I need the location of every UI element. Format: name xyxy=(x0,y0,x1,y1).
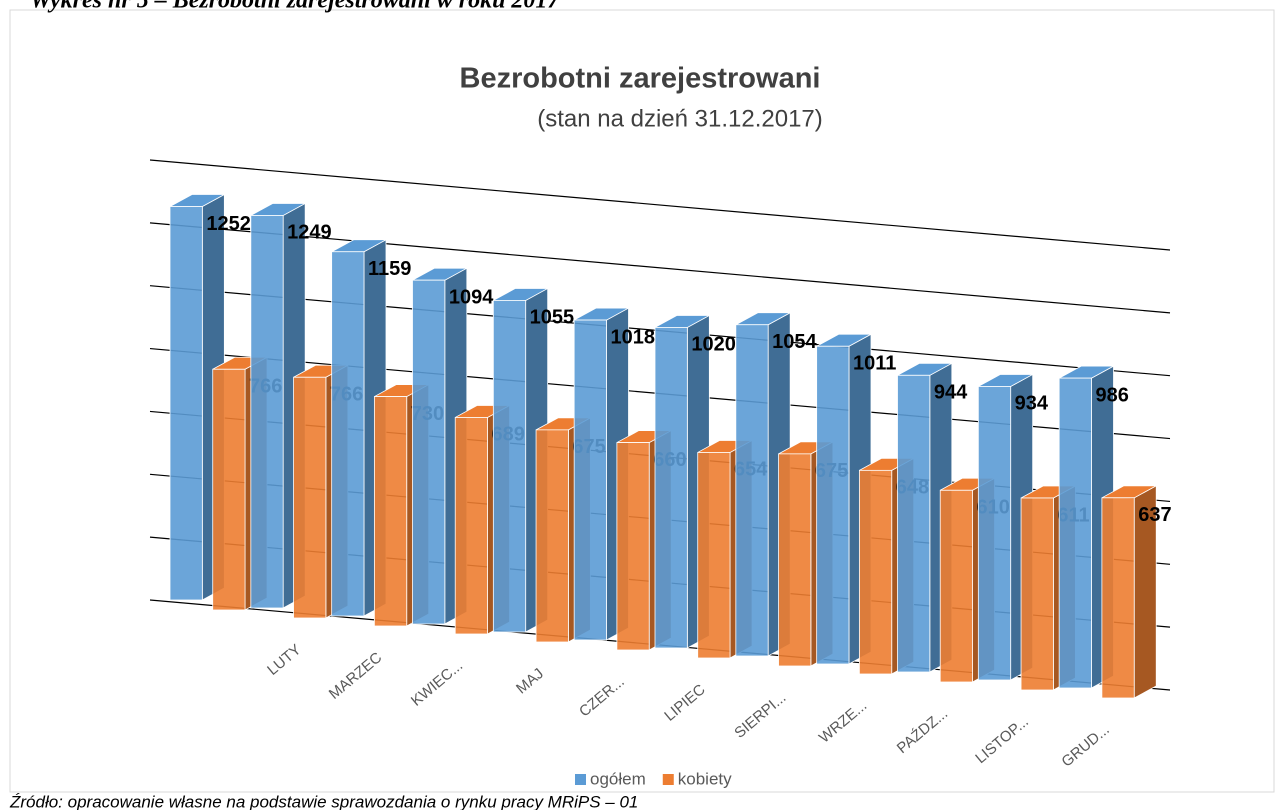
data-label: 1252 xyxy=(206,213,251,235)
bar-front xyxy=(293,376,327,619)
bar-front xyxy=(858,469,893,675)
grid-line xyxy=(149,222,1171,314)
data-label: 1018 xyxy=(611,326,656,348)
legend-swatch xyxy=(575,774,586,785)
bar-front xyxy=(250,215,284,609)
bar-front xyxy=(1020,497,1054,691)
bar-front xyxy=(697,452,731,659)
bar-front xyxy=(454,417,488,635)
data-label: 1249 xyxy=(287,222,332,244)
data-label: 934 xyxy=(1015,393,1049,415)
bar-front xyxy=(778,453,812,667)
bar xyxy=(412,267,468,625)
bar xyxy=(858,457,915,675)
bar-front xyxy=(492,300,527,633)
bar-front xyxy=(735,324,769,657)
chart-subtitle: (stan na dzień 31.12.2017) xyxy=(537,105,823,132)
data-label: 1055 xyxy=(530,307,575,329)
bar-front xyxy=(212,368,246,611)
data-label: 986 xyxy=(1096,384,1129,406)
bar-front xyxy=(1058,377,1092,689)
caption: Wykres nr 5 – Bezrobotni zarejestrowani … xyxy=(30,0,560,14)
bar-front xyxy=(573,319,607,641)
bar-front xyxy=(373,396,408,627)
bar-front xyxy=(616,442,650,651)
data-label: 944 xyxy=(934,382,968,404)
bar-front xyxy=(1101,497,1135,699)
bar xyxy=(654,314,710,649)
bar-front xyxy=(331,251,365,617)
legend-label: ogółem xyxy=(590,769,646,788)
bar-front xyxy=(412,279,446,625)
bar-front xyxy=(535,429,569,643)
data-label: 1054 xyxy=(772,331,817,353)
chart-title: Bezrobotni zarejestrowani xyxy=(460,63,821,95)
source-note: Źródło: opracowanie własne na podstawie … xyxy=(9,792,638,810)
bar-front xyxy=(939,489,973,683)
data-label: 1020 xyxy=(691,334,736,356)
data-label: 1094 xyxy=(449,286,494,308)
data-label: 1011 xyxy=(853,353,896,375)
grid-line xyxy=(149,159,1171,251)
data-label: 637 xyxy=(1138,504,1171,526)
bar-front xyxy=(897,374,931,673)
bar-front xyxy=(977,386,1012,681)
bar-front xyxy=(816,345,850,665)
bar-front xyxy=(169,206,203,601)
bar xyxy=(1101,485,1157,699)
data-label: 1159 xyxy=(368,258,411,280)
legend-label: kobiety xyxy=(678,769,732,788)
legend-swatch xyxy=(662,774,674,785)
bar-front xyxy=(654,327,688,649)
